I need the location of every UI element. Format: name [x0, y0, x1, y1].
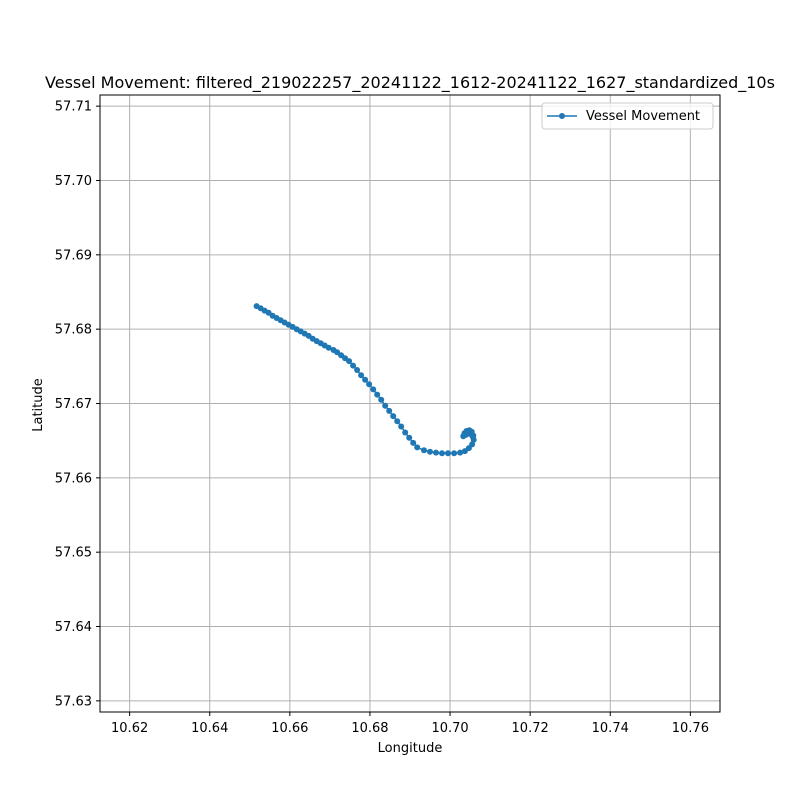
legend-marker-icon [559, 113, 565, 119]
y-tick-label: 57.63 [55, 694, 92, 709]
data-point [382, 402, 389, 409]
data-point [346, 358, 353, 365]
data-point [421, 447, 427, 454]
data-point [445, 450, 451, 457]
y-axis-ticks: 57.63 57.64 57.65 57.66 57.67 57.68 57.69 57.70… [55, 100, 100, 709]
y-axis-label: Latitude [31, 378, 46, 432]
chart-title: Vessel Movement: filtered_219022257_2024… [45, 73, 775, 93]
y-tick-label: 57.65 [55, 546, 92, 561]
x-tick-label: 10.74 [592, 721, 629, 736]
series-vessel-movement [253, 303, 477, 457]
y-tick-label: 57.66 [55, 471, 92, 486]
data-point [390, 413, 397, 420]
data-point [394, 418, 401, 425]
legend: Vessel Movement [541, 102, 714, 130]
data-point [374, 391, 381, 398]
data-point [433, 449, 439, 456]
data-point [350, 362, 357, 369]
x-axis-label: Longitude [378, 741, 443, 756]
legend-label: Vessel Movement [586, 109, 700, 124]
grid [100, 95, 720, 712]
data-point [358, 372, 365, 379]
x-axis-ticks: 10.62 10.64 10.66 10.68 10.70 10.72 10.74 10.76 [111, 712, 709, 736]
data-point [427, 448, 433, 455]
x-tick-label: 10.76 [672, 721, 709, 736]
data-point [406, 434, 413, 441]
data-point [439, 450, 445, 457]
legend-box [541, 102, 714, 130]
data-point [325, 344, 332, 351]
data-point [386, 407, 393, 414]
data-point [451, 450, 458, 457]
data-point [378, 396, 385, 403]
y-tick-label: 57.71 [55, 100, 92, 115]
data-point [457, 449, 464, 456]
data-point [469, 434, 476, 440]
data-point [362, 376, 369, 383]
data-point [402, 429, 409, 436]
y-tick-label: 57.70 [55, 174, 92, 189]
y-tick-label: 57.64 [55, 620, 92, 635]
x-tick-label: 10.64 [191, 721, 228, 736]
data-point [354, 367, 361, 373]
x-tick-label: 10.66 [271, 721, 308, 736]
y-tick-label: 57.69 [55, 248, 92, 263]
data-point [370, 386, 377, 393]
data-point [398, 423, 405, 430]
data-point [366, 381, 373, 388]
x-tick-label: 10.62 [111, 721, 148, 736]
data-point [469, 441, 476, 448]
x-tick-label: 10.70 [431, 721, 468, 736]
data-point [410, 439, 417, 446]
x-tick-label: 10.72 [512, 721, 549, 736]
x-tick-label: 10.68 [351, 721, 388, 736]
y-tick-label: 57.67 [55, 397, 92, 412]
y-tick-label: 57.68 [55, 323, 92, 338]
data-point [414, 444, 421, 451]
